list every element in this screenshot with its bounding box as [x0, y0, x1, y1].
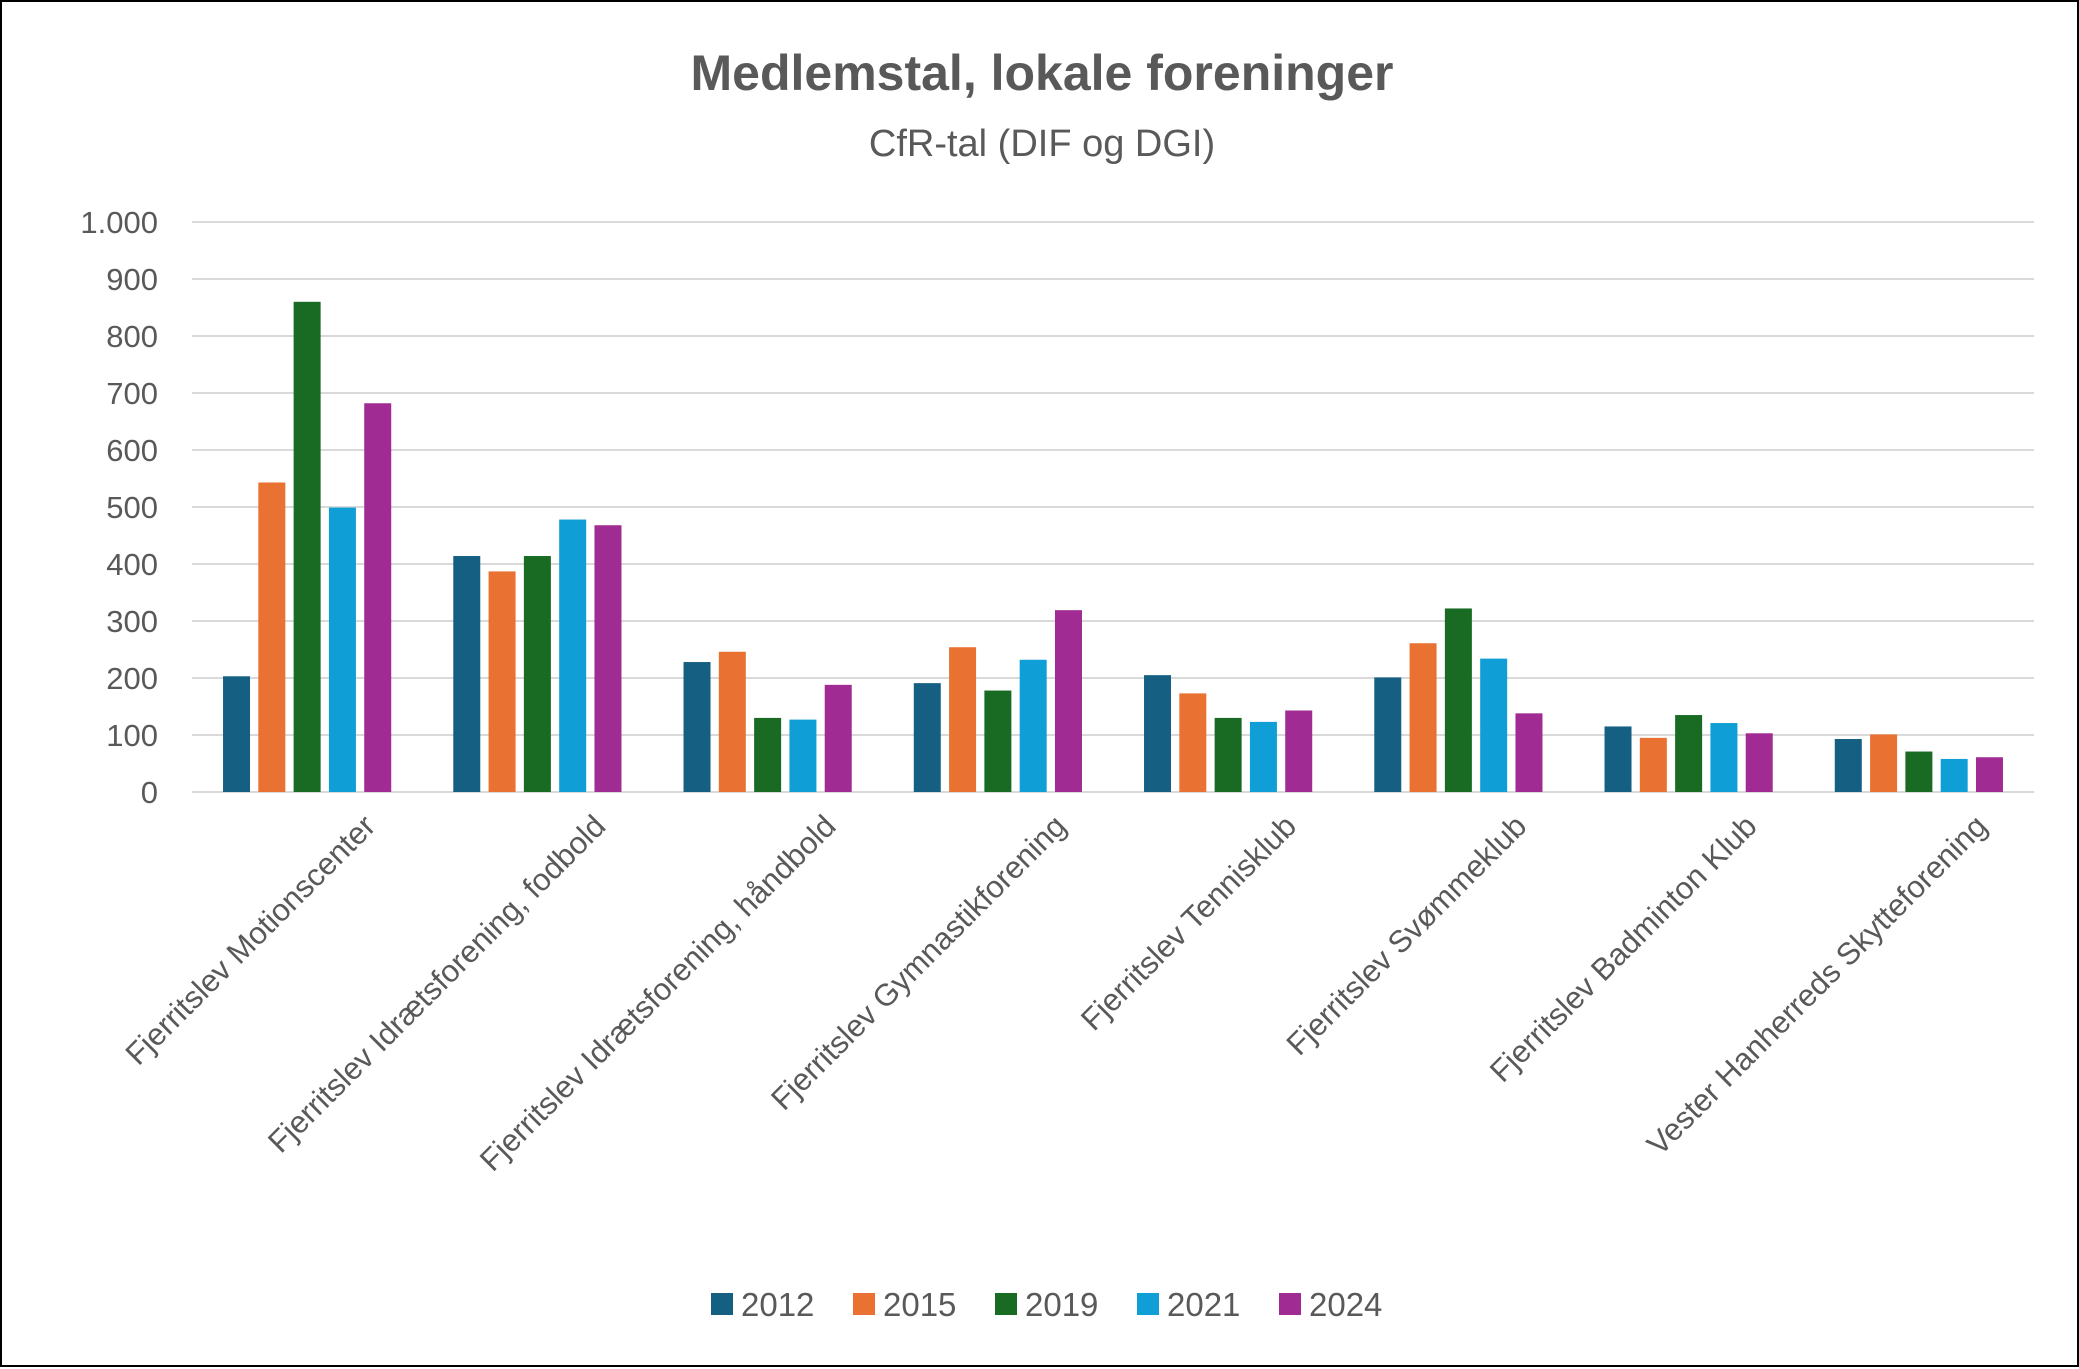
y-tick-label: 200	[106, 661, 158, 696]
bar-2015-cat-7	[1870, 734, 1898, 792]
bar-2019-cat-1	[523, 556, 551, 792]
bar-2015-cat-5	[1409, 643, 1437, 792]
y-tick-label: 800	[106, 319, 158, 354]
legend-label-2015: 2015	[883, 1286, 956, 1323]
chart-subtitle: CfR-tal (DIF og DGI)	[869, 123, 1215, 165]
bar-2024-cat-5	[1515, 713, 1543, 792]
chart-title: Medlemstal, lokale foreninger	[691, 45, 1394, 101]
legend-swatch-2012	[711, 1293, 733, 1315]
bar-2012-cat-7	[1834, 738, 1862, 792]
y-tick-label: 0	[141, 775, 158, 810]
y-tick-label: 600	[106, 433, 158, 468]
bar-2021-cat-6	[1710, 723, 1738, 792]
bar-2021-cat-5	[1480, 658, 1508, 792]
legend-label-2012: 2012	[741, 1286, 814, 1323]
bar-2019-cat-0	[293, 301, 321, 792]
y-tick-label: 100	[106, 718, 158, 753]
legend-swatch-2019	[995, 1293, 1017, 1315]
bar-2012-cat-1	[453, 556, 481, 792]
bar-2019-cat-3	[984, 690, 1012, 792]
x-category-label: Fjerritslev Tennisklub	[1074, 808, 1303, 1037]
bar-2015-cat-2	[718, 651, 746, 792]
x-axis-categories: Fjerritslev Motionscenter Fjerritslev Idr…	[119, 808, 1994, 1178]
x-category-label: Fjerritslev Idrætsforening, håndbold	[473, 808, 843, 1178]
bar-2021-cat-3	[1019, 659, 1047, 792]
bar-2024-cat-7	[1975, 757, 2003, 792]
y-tick-label: 400	[106, 547, 158, 582]
legend-swatch-2015	[853, 1293, 875, 1315]
bar-2024-cat-4	[1285, 710, 1313, 792]
y-tick-label: 300	[106, 604, 158, 639]
bar-2015-cat-1	[488, 571, 516, 792]
bar-2024-cat-3	[1054, 610, 1082, 792]
bars	[223, 301, 2003, 792]
bar-2012-cat-0	[223, 676, 251, 792]
bar-2024-cat-2	[824, 684, 852, 792]
x-category-label: Fjerritslev Motionscenter	[119, 808, 383, 1072]
bar-2019-cat-2	[754, 717, 782, 792]
bar-2024-cat-1	[594, 525, 622, 792]
bar-2021-cat-7	[1940, 758, 1968, 792]
bar-2019-cat-4	[1214, 717, 1242, 792]
bar-2024-cat-0	[364, 403, 392, 792]
bar-2024-cat-6	[1745, 733, 1773, 792]
bar-2015-cat-6	[1639, 737, 1667, 792]
bar-2015-cat-3	[949, 647, 977, 792]
bar-2012-cat-4	[1144, 675, 1172, 792]
y-tick-label: 900	[106, 262, 158, 297]
bar-2019-cat-6	[1675, 715, 1703, 792]
bar-2019-cat-7	[1905, 751, 1933, 792]
y-tick-label: 1.000	[80, 205, 158, 240]
legend-label-2021: 2021	[1167, 1286, 1240, 1323]
legend: 2012 2015 2019 2021 2024	[711, 1286, 1382, 1323]
bar-2021-cat-0	[328, 507, 356, 792]
bar-2012-cat-6	[1604, 726, 1632, 792]
legend-label-2024: 2024	[1309, 1286, 1382, 1323]
bar-2015-cat-4	[1179, 693, 1207, 792]
bar-2021-cat-2	[789, 719, 817, 792]
y-tick-label: 500	[106, 490, 158, 525]
bar-2012-cat-5	[1374, 677, 1402, 792]
bar-2019-cat-5	[1444, 608, 1472, 792]
bar-2021-cat-4	[1249, 721, 1277, 792]
bar-2021-cat-1	[559, 519, 587, 792]
y-axis-ticks: 0 100 200 300 400 500 600 700 800 900 1.000	[80, 205, 158, 810]
x-category-label: Fjerritslev Svømmeklub	[1280, 808, 1534, 1062]
x-category-label: Fjerritslev Badminton Klub	[1483, 808, 1764, 1089]
y-tick-label: 700	[106, 376, 158, 411]
legend-swatch-2024	[1279, 1293, 1301, 1315]
legend-swatch-2021	[1137, 1293, 1159, 1315]
bar-2012-cat-3	[913, 683, 941, 792]
bar-2012-cat-2	[683, 662, 711, 792]
bar-2015-cat-0	[258, 482, 286, 792]
legend-label-2019: 2019	[1025, 1286, 1098, 1323]
